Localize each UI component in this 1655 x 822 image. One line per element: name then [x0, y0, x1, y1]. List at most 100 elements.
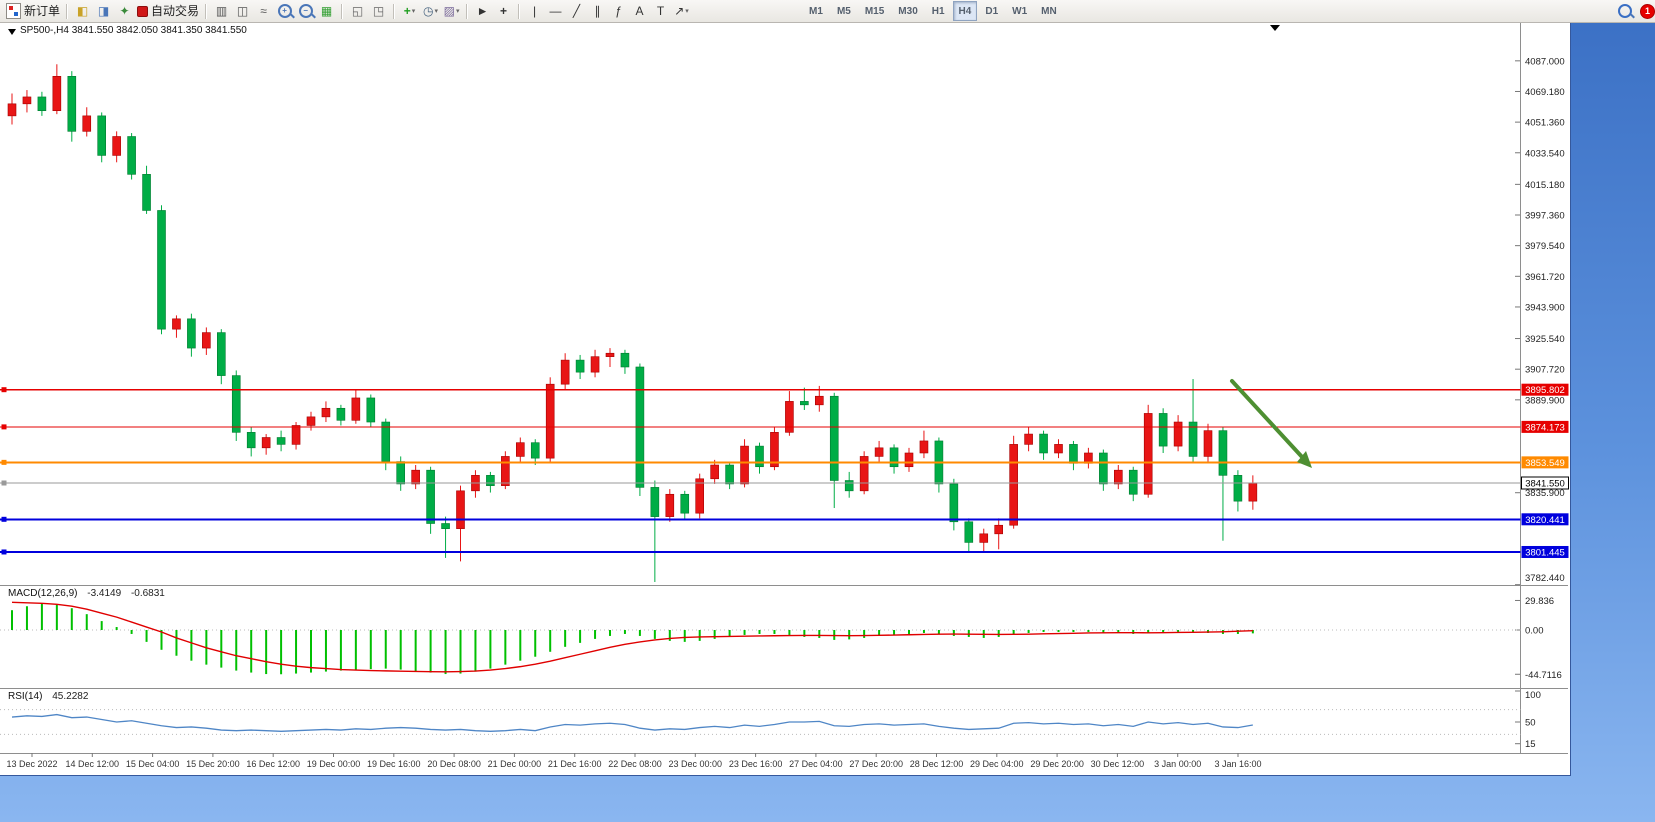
zoom-in-button[interactable]: + — [274, 2, 295, 20]
templates-button[interactable]: ▨ ▾ — [441, 2, 462, 20]
zoom-out-button[interactable]: − — [295, 2, 316, 20]
svg-text:19 Dec 00:00: 19 Dec 00:00 — [307, 759, 361, 769]
svg-text:4033.540: 4033.540 — [1525, 148, 1565, 159]
timeframe-m5[interactable]: M5 — [836, 5, 851, 17]
autotrading-icon — [137, 5, 149, 17]
svg-text:19 Dec 16:00: 19 Dec 16:00 — [367, 759, 421, 769]
svg-text:3 Jan 16:00: 3 Jan 16:00 — [1214, 759, 1261, 769]
ohlc-readout: SP500-,H4 3841.550 3842.050 3841.350 384… — [20, 25, 247, 36]
macd-indicator-label: MACD(12,26,9) -3.4149 -0.6831 — [8, 588, 165, 599]
svg-text:3943.900: 3943.900 — [1525, 302, 1565, 313]
data-window-button[interactable]: ◨ — [93, 2, 114, 20]
main-toolbar: 新订单 ◧ ◨ ✦ 自动交易 ▥ ◫ ≈ + − — [0, 0, 1655, 23]
rsi-name: RSI(14) — [8, 691, 43, 702]
zoom-in-icon: + — [277, 4, 292, 18]
autotrading-button[interactable]: 自动交易 — [135, 2, 201, 20]
arrows-tool-button[interactable]: ↗ ▾ — [671, 2, 692, 20]
label-tool-button[interactable]: T — [650, 2, 671, 20]
cascade-windows-button[interactable]: ◱ — [347, 2, 368, 20]
svg-text:4069.180: 4069.180 — [1525, 87, 1565, 98]
bar-chart-button[interactable]: ▥ — [211, 2, 232, 20]
vertical-line-tool-button[interactable]: | — [524, 2, 545, 20]
timeframe-m1[interactable]: M1 — [809, 5, 823, 17]
svg-text:4087.000: 4087.000 — [1525, 56, 1565, 67]
crosshair-tool-button[interactable]: + — [493, 2, 514, 20]
cursor-tool-button[interactable]: ► — [472, 2, 493, 20]
svg-text:27 Dec 20:00: 27 Dec 20:00 — [849, 759, 903, 769]
macd-name: MACD(12,26,9) — [8, 588, 78, 599]
tile-windows-button[interactable]: ▦ — [316, 2, 337, 20]
text-tool-icon: A — [635, 4, 644, 18]
cursor-icon: ► — [476, 4, 489, 18]
candlestick-chart-button[interactable]: ◫ — [232, 2, 253, 20]
horizontal-line-tool-button[interactable]: — — [545, 2, 566, 20]
toolbar-separator — [518, 3, 521, 19]
svg-text:3801.445: 3801.445 — [1525, 547, 1565, 558]
text-tool-button[interactable]: A — [629, 2, 650, 20]
svg-text:22 Dec 08:00: 22 Dec 08:00 — [608, 759, 662, 769]
svg-text:3895.802: 3895.802 — [1525, 385, 1565, 396]
chevron-down-icon: ▾ — [455, 7, 460, 15]
timeframe-h1[interactable]: H1 — [931, 5, 945, 17]
candlestick-chart-icon: ◫ — [236, 4, 249, 18]
svg-text:28 Dec 12:00: 28 Dec 12:00 — [910, 759, 964, 769]
svg-text:16 Dec 12:00: 16 Dec 12:00 — [246, 759, 300, 769]
svg-text:27 Dec 04:00: 27 Dec 04:00 — [789, 759, 843, 769]
navigator-button[interactable]: ✦ — [114, 2, 135, 20]
templates-icon: ▨ — [443, 4, 455, 18]
svg-text:0.00: 0.00 — [1525, 626, 1544, 637]
zoom-out-icon: − — [298, 4, 313, 18]
svg-text:4015.180: 4015.180 — [1525, 180, 1565, 191]
label-tool-icon: T — [656, 4, 665, 18]
svg-text:29 Dec 20:00: 29 Dec 20:00 — [1030, 759, 1084, 769]
chevron-down-icon: ▾ — [411, 7, 416, 15]
indicators-button[interactable]: + ▾ — [399, 2, 420, 20]
periods-button[interactable]: ◷ ▾ — [420, 2, 441, 20]
svg-text:23 Dec 00:00: 23 Dec 00:00 — [669, 759, 723, 769]
market-watch-button[interactable]: ◧ — [72, 2, 93, 20]
svg-text:3874.173: 3874.173 — [1525, 422, 1565, 433]
timeframe-m15[interactable]: M15 — [864, 5, 885, 17]
tile-windows-icon: ▦ — [320, 4, 333, 18]
timeframe-d1[interactable]: D1 — [985, 5, 999, 17]
crosshair-icon: + — [500, 4, 508, 18]
toolbar-separator — [341, 3, 344, 19]
market-watch-icon: ◧ — [76, 4, 89, 18]
trendline-tool-button[interactable]: ╱ — [566, 2, 587, 20]
new-order-icon — [6, 3, 21, 19]
svg-text:15 Dec 20:00: 15 Dec 20:00 — [186, 759, 240, 769]
autotrading-label: 自动交易 — [151, 4, 200, 18]
timeframe-h4[interactable]: H4 — [952, 1, 978, 21]
toolbar-separator — [66, 3, 69, 19]
svg-text:29.836: 29.836 — [1525, 596, 1554, 607]
timeframe-m30[interactable]: M30 — [898, 5, 918, 17]
svg-text:50: 50 — [1525, 718, 1536, 729]
macd-signal-value: -0.6831 — [130, 588, 165, 599]
toolbar-right-group: 1 — [1618, 3, 1655, 19]
svg-text:14 Dec 12:00: 14 Dec 12:00 — [66, 759, 120, 769]
toolbar-separator — [393, 3, 396, 19]
chart-canvas[interactable]: 4087.000 4069.180 4051.360 4033.540 4015.180… — [0, 22, 1570, 775]
timeframe-mn[interactable]: MN — [1041, 5, 1057, 17]
fibonacci-tool-button[interactable]: ƒ — [608, 2, 629, 20]
arrange-windows-button[interactable]: ◳ — [368, 2, 389, 20]
rsi-value: 45.2282 — [52, 691, 89, 702]
search-icon[interactable] — [1618, 4, 1632, 18]
new-order-label: 新订单 — [24, 4, 61, 18]
cascade-windows-icon: ◱ — [351, 4, 364, 18]
notification-badge[interactable]: 1 — [1640, 3, 1655, 19]
trendline-icon: ╱ — [572, 4, 581, 18]
timeframe-w1[interactable]: W1 — [1012, 5, 1028, 17]
line-chart-icon: ≈ — [260, 4, 267, 18]
svg-text:3835.900: 3835.900 — [1525, 488, 1565, 499]
svg-text:21 Dec 00:00: 21 Dec 00:00 — [488, 759, 542, 769]
macd-main-value: -3.4149 — [87, 588, 122, 599]
navigator-icon: ✦ — [119, 4, 130, 18]
new-order-button[interactable]: 新订单 — [4, 2, 62, 20]
svg-text:15 Dec 04:00: 15 Dec 04:00 — [126, 759, 180, 769]
chevron-down-icon: ▾ — [434, 7, 439, 15]
channel-tool-button[interactable]: ∥ — [587, 2, 608, 20]
svg-text:3925.540: 3925.540 — [1525, 334, 1565, 345]
line-chart-button[interactable]: ≈ — [253, 2, 274, 20]
svg-text:3889.900: 3889.900 — [1525, 395, 1565, 406]
